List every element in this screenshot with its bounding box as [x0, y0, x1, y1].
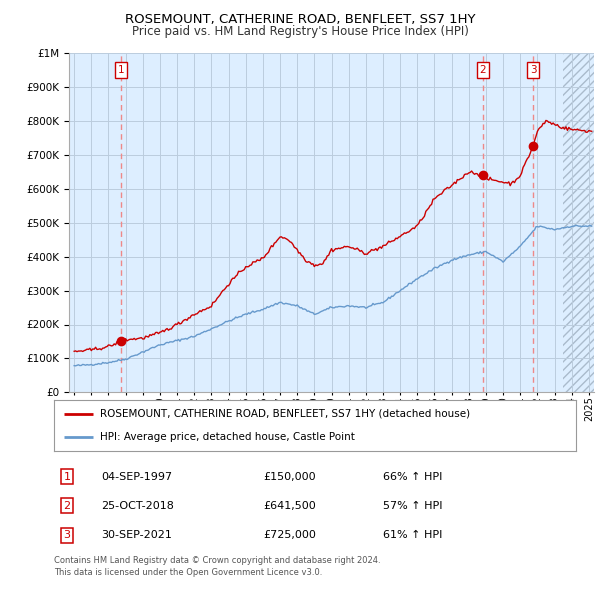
Text: 2: 2 — [479, 65, 486, 75]
Text: Contains HM Land Registry data © Crown copyright and database right 2024.: Contains HM Land Registry data © Crown c… — [54, 556, 380, 565]
Text: £150,000: £150,000 — [263, 471, 316, 481]
Bar — [563, 53, 594, 392]
Text: 2: 2 — [64, 501, 71, 511]
Text: ROSEMOUNT, CATHERINE ROAD, BENFLEET, SS7 1HY (detached house): ROSEMOUNT, CATHERINE ROAD, BENFLEET, SS7… — [100, 409, 470, 419]
Text: £725,000: £725,000 — [263, 530, 316, 540]
Text: 66% ↑ HPI: 66% ↑ HPI — [383, 471, 442, 481]
Text: Price paid vs. HM Land Registry's House Price Index (HPI): Price paid vs. HM Land Registry's House … — [131, 25, 469, 38]
Text: 25-OCT-2018: 25-OCT-2018 — [101, 501, 174, 511]
Text: £641,500: £641,500 — [263, 501, 316, 511]
Text: HPI: Average price, detached house, Castle Point: HPI: Average price, detached house, Cast… — [100, 432, 355, 442]
Text: This data is licensed under the Open Government Licence v3.0.: This data is licensed under the Open Gov… — [54, 568, 322, 576]
Text: 1: 1 — [118, 65, 125, 75]
Text: 3: 3 — [64, 530, 71, 540]
Text: 04-SEP-1997: 04-SEP-1997 — [101, 471, 172, 481]
Text: 30-SEP-2021: 30-SEP-2021 — [101, 530, 172, 540]
Text: 61% ↑ HPI: 61% ↑ HPI — [383, 530, 442, 540]
Text: ROSEMOUNT, CATHERINE ROAD, BENFLEET, SS7 1HY: ROSEMOUNT, CATHERINE ROAD, BENFLEET, SS7… — [125, 13, 475, 26]
Text: 57% ↑ HPI: 57% ↑ HPI — [383, 501, 442, 511]
Text: 3: 3 — [530, 65, 536, 75]
Text: 1: 1 — [64, 471, 71, 481]
